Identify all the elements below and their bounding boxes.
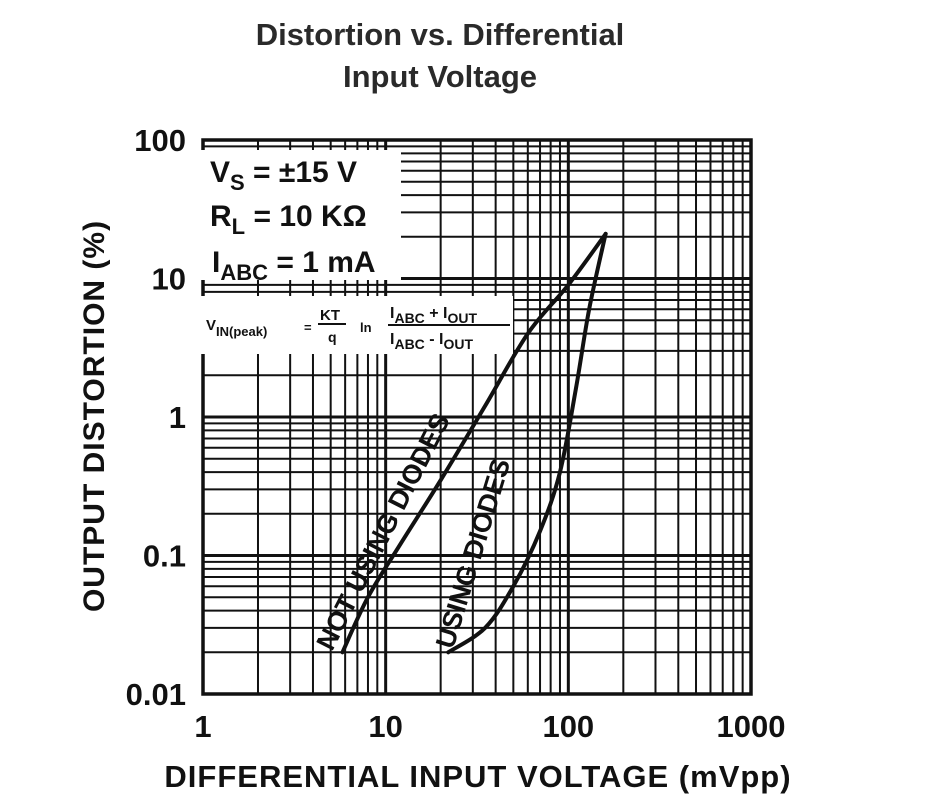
formula-ln: ln [360,320,372,335]
formula-q: q [328,329,337,345]
plot-frame [201,138,753,696]
rl-condition: RL = 10 KΩ [210,200,367,239]
series-line-0 [340,231,608,655]
iabc-condition: IABC = 1 mA [212,246,376,285]
annotation-block: VS = ±15 V RL = 10 KΩ IABC = 1 mA VIN(pe… [206,156,510,352]
formula-denominator: IABC - IOUT [390,331,473,352]
y-tick-label: 0.1 [143,539,186,574]
x-axis-label: DIFFERENTIAL INPUT VOLTAGE (mVpp) [164,759,791,794]
y-tick-label: 0.01 [126,677,186,712]
y-tick-label: 100 [134,123,186,158]
formula-numerator: IABC + IOUT [390,305,477,326]
tick-layer: 1 10 100 1000 0.01 0.1 1 10 100 [126,123,786,744]
x-tick-label: 100 [542,709,594,744]
annotation-box [198,150,401,280]
series-layer [340,231,608,655]
formula-eq: = [304,320,312,335]
y-tick-label: 10 [152,262,186,297]
vs-condition: VS = ±15 V [210,156,357,195]
formula-lhs: VIN(peak) [206,317,267,339]
x-tick-label: 10 [368,709,402,744]
y-axis-label: OUTPUT DISTORTION (%) [78,220,111,612]
y-tick-label: 1 [169,400,186,435]
chart-title-line-1: Distortion vs. Differential [255,17,625,52]
series-labels: NOT USING DIODES USING DIODES [311,409,517,655]
chart-title-line-2: Input Voltage [342,59,538,94]
x-tick-label: 1 [194,709,211,744]
x-tick-label: 1000 [717,709,786,744]
chart-title: Distortion vs. Differential Input Voltag… [0,14,880,98]
series-line-1 [446,231,608,655]
series-label-not-using-diodes: NOT USING DIODES [311,409,456,655]
formula-kt: KT [320,307,340,324]
